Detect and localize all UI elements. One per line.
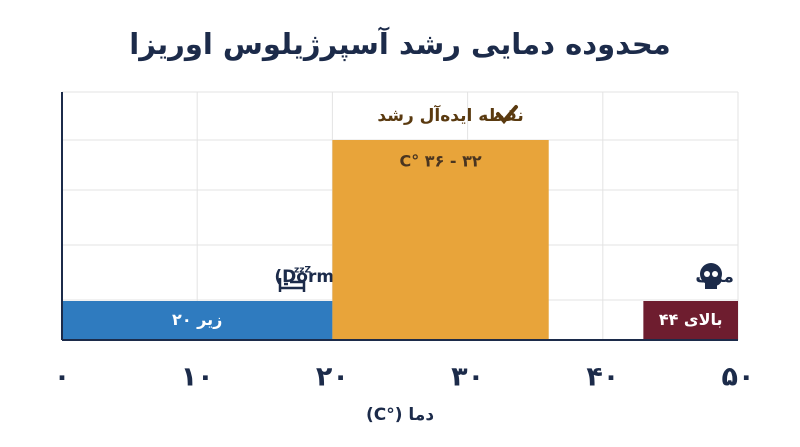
x-axis-label: دما (°C) <box>366 405 434 425</box>
x-tick-label: ۴۰ <box>586 362 619 393</box>
bar-label: زیر ۲۰ <box>172 310 222 329</box>
skull-icon <box>700 263 722 289</box>
zzz: zzZ <box>294 266 311 276</box>
bed <box>278 278 306 292</box>
range-bar <box>332 140 549 340</box>
check-icon <box>496 105 518 125</box>
eye <box>704 271 710 277</box>
x-tick-label: ۲۰ <box>316 362 349 393</box>
bar-label: ۳۲ - ۳۶ °C <box>399 152 481 171</box>
range-bar <box>643 301 738 340</box>
chart-title: محدوده دمایی رشد آسپرژیلوس اوریزا <box>129 26 670 62</box>
annotation: نقطه ایده‌آل رشد <box>377 104 523 126</box>
range-bar <box>62 301 333 340</box>
skull <box>700 263 722 285</box>
x-tick-label: ۳۰ <box>451 362 484 393</box>
jaw <box>705 282 717 289</box>
bar-label: بالای ۴۴ <box>659 310 723 329</box>
eye <box>712 271 718 277</box>
x-tick-label: ۰ <box>54 362 70 393</box>
x-tick-label: ۵۰ <box>722 362 755 393</box>
bed-icon: zzZ <box>278 266 311 292</box>
x-tick-label: ۱۰ <box>181 362 214 393</box>
